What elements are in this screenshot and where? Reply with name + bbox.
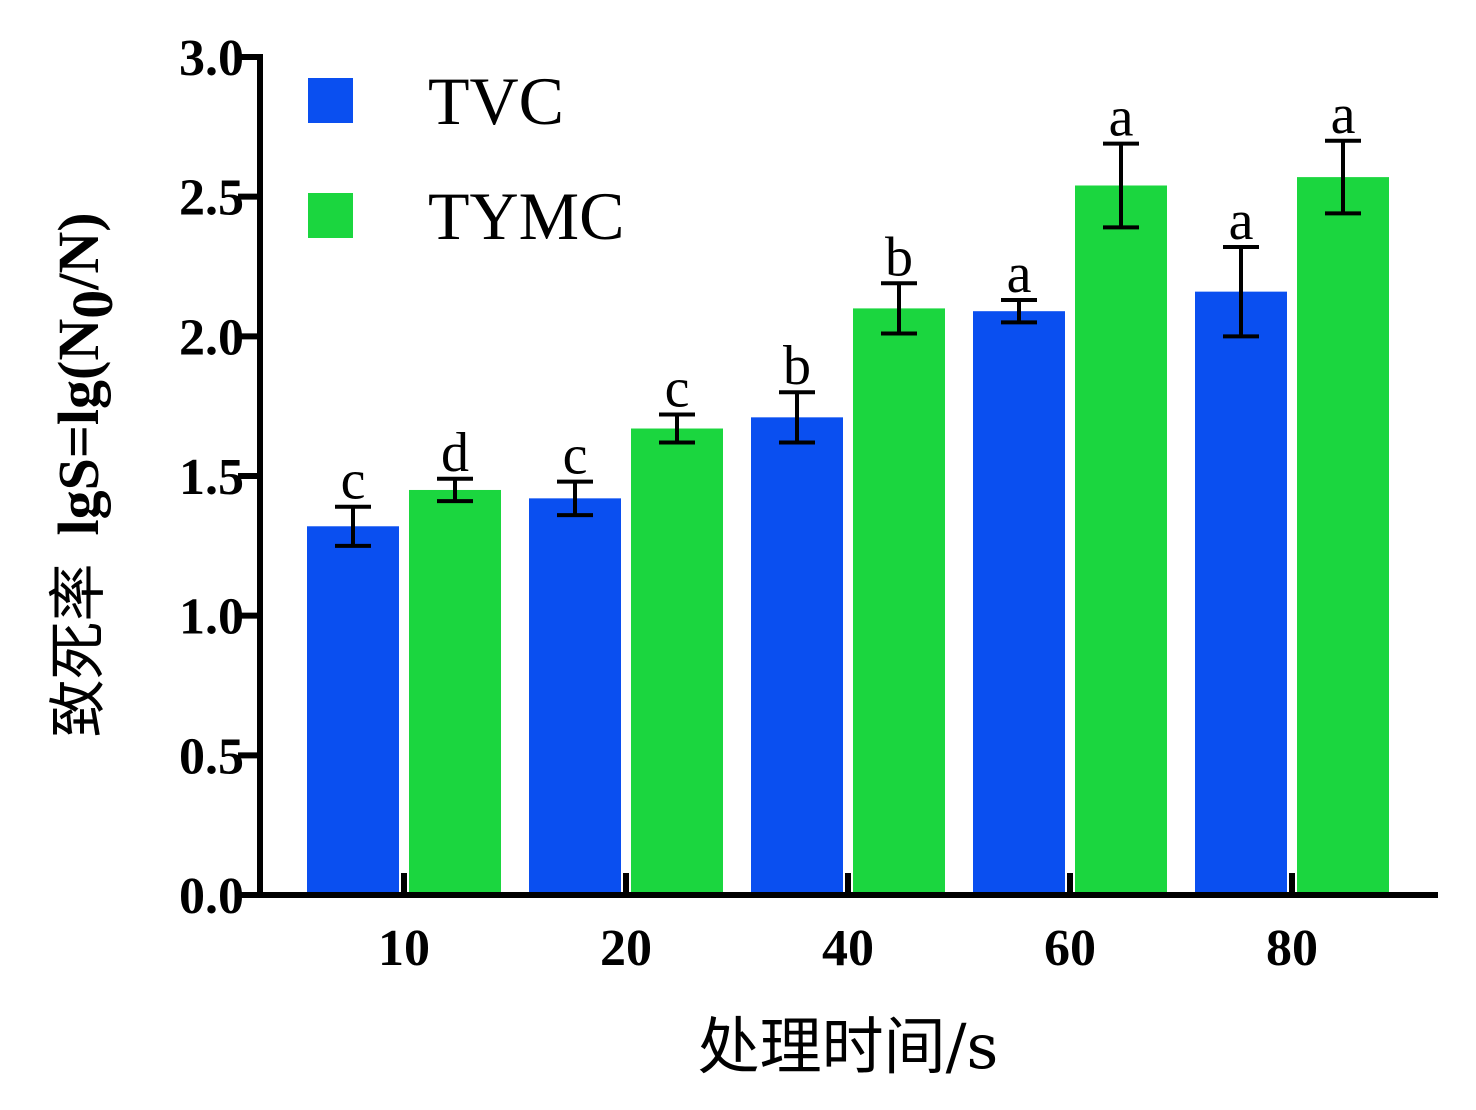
error-bar-tvc-60 bbox=[1001, 298, 1037, 325]
significance-labels-layer: c c b a a d c b a a bbox=[341, 84, 1356, 512]
error-bar-tvc-20 bbox=[557, 479, 593, 518]
y-tick-label-1.5: 1.5 bbox=[179, 449, 244, 506]
error-bar-tymc-10 bbox=[437, 476, 473, 504]
sig-label-tymc-60: a bbox=[1109, 87, 1134, 149]
x-ticks-layer: 10 20 40 60 80 bbox=[378, 873, 1318, 977]
error-bar-tymc-80 bbox=[1325, 138, 1361, 216]
bar-tvc-60 bbox=[973, 311, 1065, 895]
y-ticks-layer: 0.0 0.5 1.0 1.5 2.0 2.5 3.0 bbox=[179, 30, 260, 925]
sig-label-tvc-40: b bbox=[783, 335, 811, 397]
legend: TVC TYMC bbox=[308, 63, 624, 254]
bar-tymc-10 bbox=[409, 489, 501, 895]
bar-tymc-60 bbox=[1075, 185, 1167, 895]
y-tick-label-1.0: 1.0 bbox=[179, 589, 244, 646]
error-bar-tvc-80 bbox=[1223, 244, 1259, 339]
sig-label-tymc-10: d bbox=[441, 422, 469, 484]
error-bar-tymc-60 bbox=[1103, 141, 1139, 230]
error-bar-tymc-20 bbox=[659, 412, 695, 445]
legend-swatch-tvc bbox=[308, 78, 353, 123]
y-tick-label-3.0: 3.0 bbox=[179, 30, 244, 87]
error-bar-tvc-40 bbox=[779, 390, 815, 445]
sig-label-tvc-60: a bbox=[1007, 243, 1032, 305]
x-axis-title: 处理时间/s bbox=[698, 1010, 999, 1083]
sig-label-tvc-20: c bbox=[563, 425, 588, 487]
y-tick-label-0.0: 0.0 bbox=[179, 868, 244, 925]
y-tick-label-2.5: 2.5 bbox=[179, 170, 244, 227]
y-axis-title-prefix: 致死率 bbox=[44, 564, 112, 738]
bar-tymc-80 bbox=[1297, 177, 1389, 895]
bars-layer bbox=[307, 177, 1389, 895]
y-axis-title-formula: lgS=lg(N bbox=[46, 319, 111, 536]
error-bar-tymc-40 bbox=[881, 281, 917, 336]
sig-label-tvc-10: c bbox=[341, 450, 366, 512]
y-axis-title-suffix: /N) bbox=[46, 212, 111, 290]
sig-label-tymc-40: b bbox=[885, 226, 913, 288]
bar-tvc-10 bbox=[307, 526, 399, 895]
x-tick-label-40: 40 bbox=[822, 920, 874, 977]
bar-tymc-40 bbox=[853, 308, 945, 895]
y-tick-label-0.5: 0.5 bbox=[179, 728, 244, 785]
bar-tvc-20 bbox=[529, 498, 621, 895]
y-axis-title-subscript: 0 bbox=[60, 290, 125, 319]
legend-swatch-tymc bbox=[308, 193, 353, 238]
error-bars-layer bbox=[335, 138, 1361, 548]
bar-tymc-20 bbox=[631, 428, 723, 895]
x-tick-label-80: 80 bbox=[1266, 920, 1318, 977]
bar-tvc-80 bbox=[1195, 291, 1287, 895]
bar-tvc-40 bbox=[751, 417, 843, 895]
x-tick-label-10: 10 bbox=[378, 920, 430, 977]
legend-label-tymc: TYMC bbox=[428, 178, 624, 254]
x-tick-label-60: 60 bbox=[1044, 920, 1096, 977]
legend-label-tvc: TVC bbox=[428, 63, 564, 139]
sig-label-tymc-80: a bbox=[1331, 84, 1356, 146]
sig-label-tymc-20: c bbox=[665, 358, 690, 420]
error-bar-tvc-10 bbox=[335, 504, 371, 548]
x-tick-label-20: 20 bbox=[600, 920, 652, 977]
y-axis-title: 致死率 lgS=lg(N0/N) bbox=[44, 212, 125, 737]
sig-label-tvc-80: a bbox=[1229, 190, 1254, 252]
y-tick-label-2.0: 2.0 bbox=[179, 309, 244, 366]
